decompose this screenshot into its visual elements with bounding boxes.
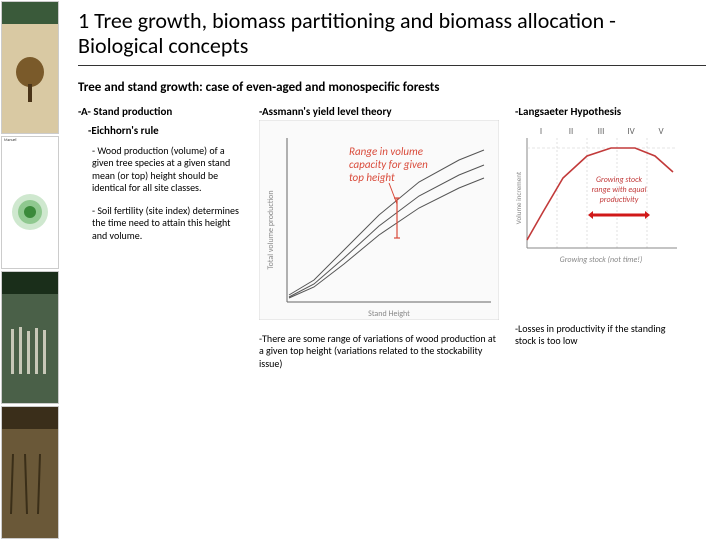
col-mid: -Assmann's yield level theory Range in v… <box>259 105 499 371</box>
svg-text:Volume increment: Volume increment <box>515 171 523 224</box>
col-right: -Langsaeter Hypothesis IIIIIIIVVGrowing … <box>515 105 685 371</box>
langsaeter-chart: IIIIIIIVVGrowing stockrange with equalpr… <box>515 120 685 275</box>
left-para-2: - Soil fertility (site index) determines… <box>92 205 243 243</box>
thumb-1[interactable] <box>1 1 59 134</box>
columns: -A- Stand production -Eichhorn's rule - … <box>78 105 706 371</box>
svg-text:V: V <box>658 126 664 137</box>
assmann-chart-svg: Range in volumecapacity for giventop hei… <box>259 120 499 320</box>
slide-content: 1 Tree growth, biomass partitioning and … <box>60 0 720 540</box>
page-subtitle: Tree and stand growth: case of even-aged… <box>78 80 706 95</box>
svg-text:range with equal: range with equal <box>592 185 647 195</box>
svg-text:Growing stock (not time!): Growing stock (not time!) <box>560 255 643 265</box>
mid-caption: -There are some range of variations of w… <box>259 333 499 371</box>
svg-text:top height: top height <box>349 171 395 184</box>
svg-text:capacity for given: capacity for given <box>349 158 428 171</box>
svg-text:Total volume production: Total volume production <box>266 190 276 269</box>
right-caption: -Losses in productivity if the standing … <box>515 323 685 348</box>
sidebar-thumbnails: Manuel <box>0 0 60 540</box>
thumb-2-header: Manuel <box>2 137 58 155</box>
thumb-4-header <box>2 407 58 429</box>
thumb-3-body <box>2 294 58 403</box>
tree-icon <box>10 54 50 104</box>
thumb-2-body <box>2 155 58 268</box>
thumb-3[interactable] <box>1 271 59 404</box>
left-section-head: -A- Stand production <box>78 105 243 118</box>
page-title: 1 Tree growth, biomass partitioning and … <box>78 8 706 66</box>
svg-text:productivity: productivity <box>600 195 639 205</box>
left-para-1: - Wood production (volume) of a given tr… <box>92 145 243 195</box>
svg-text:Growing stock: Growing stock <box>596 175 642 185</box>
mid-head: -Assmann's yield level theory <box>259 105 499 118</box>
left-sub-head: -Eichhorn's rule <box>88 124 243 137</box>
col-left: -A- Stand production -Eichhorn's rule - … <box>78 105 243 371</box>
thumb-2[interactable]: Manuel <box>1 136 59 269</box>
langsaeter-chart-svg: IIIIIIIVVGrowing stockrange with equalpr… <box>515 120 685 270</box>
svg-text:III: III <box>598 126 605 137</box>
thumb-4[interactable] <box>1 406 59 539</box>
svg-text:IV: IV <box>627 126 635 137</box>
svg-text:II: II <box>569 126 574 137</box>
right-head: -Langsaeter Hypothesis <box>515 105 685 118</box>
thumb-1-header <box>2 2 58 24</box>
bark-icon <box>5 454 55 514</box>
thumb-1-body <box>2 24 58 133</box>
thumb-3-header <box>2 272 58 294</box>
slide-page: Manuel 1 Tree growth, biomass partitioni… <box>0 0 720 540</box>
assmann-chart: Range in volumecapacity for giventop hei… <box>259 120 499 325</box>
forest-icon <box>5 319 55 379</box>
svg-text:I: I <box>540 126 542 137</box>
svg-text:Stand Height: Stand Height <box>368 309 410 319</box>
radial-icon <box>8 190 52 234</box>
svg-text:Range in volume: Range in volume <box>349 145 423 158</box>
thumb-4-body <box>2 429 58 538</box>
